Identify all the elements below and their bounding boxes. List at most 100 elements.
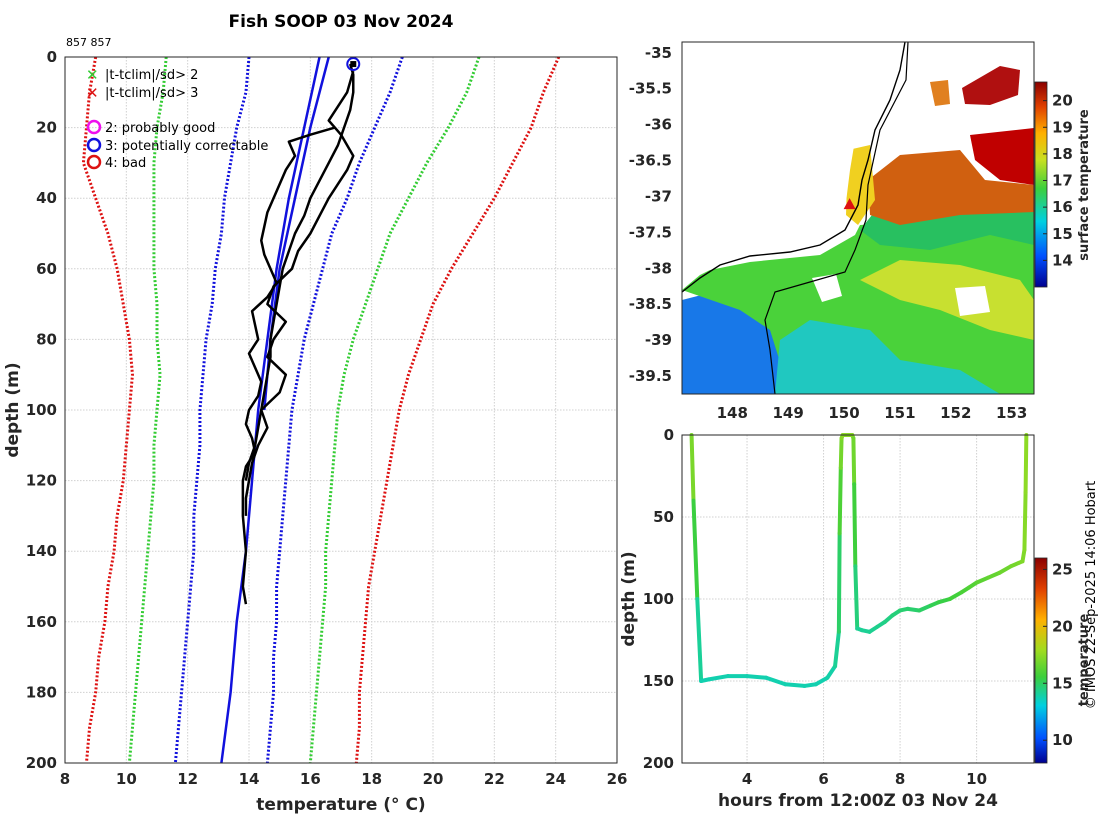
colorbar-tick-label: 20 — [1052, 92, 1073, 110]
profile-y-label: depth (m) — [3, 362, 23, 457]
sst-hot-patch — [962, 66, 1020, 105]
x-tick-label: 26 — [607, 770, 628, 788]
observed-profile-1 — [244, 70, 355, 516]
y-tick-label: 0 — [664, 426, 674, 444]
climatology-line-mean-1sd — [173, 56, 251, 764]
colorbar-tick-label: 10 — [1052, 731, 1073, 749]
y-tick-label: 100 — [643, 590, 674, 608]
legend-item-green-x: ✕ |t-tclim|/sd> 2 — [86, 66, 198, 84]
climatology-line-mean-3sd — [81, 56, 134, 764]
cloud-mask — [880, 42, 1034, 80]
map-lat-tick-label: -35.5 — [629, 80, 672, 98]
observed-profile-2 — [241, 126, 336, 605]
x-tick-label: 20 — [423, 770, 444, 788]
y-tick-label: 150 — [643, 672, 674, 690]
profile-id-label: 857 857 — [66, 36, 112, 49]
sst-map — [682, 42, 1034, 394]
sst-colorbar-ticks: 14 15 16 17 18 19 20 — [1043, 92, 1073, 269]
map-lat-tick-label: -39.5 — [629, 367, 672, 385]
colorbar-tick-label: 15 — [1052, 674, 1073, 692]
colorbar-tick-label: 18 — [1052, 145, 1073, 163]
track-segment — [851, 436, 857, 487]
track-segment — [917, 603, 933, 613]
legend-item-magenta-circle: 2: probably good — [86, 119, 215, 136]
y-tick-label: 140 — [26, 542, 57, 560]
sst-colorbar-label: surface temperature — [1077, 109, 1092, 261]
map-lon-tick-label: 151 — [884, 404, 915, 422]
track-segment — [997, 564, 1014, 575]
legend-label: |t-tclim|/sd> 2 — [105, 68, 198, 83]
map-lon-tick-label: 152 — [940, 404, 971, 422]
blue-circle-icon — [86, 137, 102, 153]
x-tick-label: 10 — [116, 770, 137, 788]
x-tick-label: 22 — [484, 770, 505, 788]
x-tick-label: 24 — [545, 770, 566, 788]
map-tick-labels: 148 149 150 151 152 153 -35 -35.5 -36 -36.5 -37 -37… — [629, 44, 1028, 422]
temperature-colorbar — [1034, 557, 1048, 764]
profile-x-label: temperature (° C) — [256, 795, 425, 815]
depth-time-x-label: hours from 12:00Z 03 Nov 24 — [718, 791, 998, 811]
y-tick-label: 180 — [26, 683, 57, 701]
legend-label: 3: potentially correctable — [105, 139, 268, 154]
depth-time-y-label: depth (m) — [619, 551, 639, 646]
track-segment — [783, 682, 807, 688]
legend-item-blue-circle: 3: potentially correctable — [86, 137, 268, 154]
temperature-colorbar-ticks: 10 15 20 25 — [1043, 560, 1073, 749]
x-tick-label: 10 — [966, 770, 987, 788]
map-lon-tick-label: 153 — [996, 404, 1027, 422]
reference-profile-0 — [220, 56, 321, 764]
track-segment — [1022, 490, 1028, 552]
track-segment — [833, 629, 841, 669]
track-segment — [825, 664, 838, 680]
map-lon-tick-label: 149 — [773, 404, 804, 422]
legend-label: 4: bad — [105, 156, 146, 171]
sst-colorbar — [1034, 81, 1048, 288]
map-lon-tick-label: 150 — [828, 404, 859, 422]
colorbar-tick-label: 16 — [1052, 198, 1073, 216]
track-segment — [689, 433, 696, 503]
coastline — [682, 42, 906, 293]
y-tick-label: 40 — [36, 189, 57, 207]
track-segment — [764, 675, 788, 687]
temperature-colorbar-label: temperature — [1077, 614, 1092, 707]
depth-time-track — [689, 433, 1029, 688]
x-tick-label: 12 — [177, 770, 198, 788]
profile-axes-frame — [64, 56, 618, 764]
x-tick-label: 18 — [361, 770, 382, 788]
land-mask — [682, 42, 862, 290]
profile-start-marker — [350, 61, 357, 68]
flag-marker — [346, 57, 361, 72]
sst-yellow-green-band — [860, 260, 1034, 340]
sst-orange-patch — [930, 80, 950, 106]
track-segment — [947, 590, 964, 601]
track-segment — [706, 674, 730, 682]
track-segment — [974, 575, 991, 585]
colorbar-tick-label: 20 — [1052, 617, 1073, 635]
reference-profile-1 — [263, 56, 330, 411]
map-lat-tick-label: -38.5 — [629, 295, 672, 313]
x-tick-label: 14 — [239, 770, 260, 788]
y-tick-label: 80 — [36, 330, 57, 348]
chart-title: Fish SOOP 03 Nov 2024 — [229, 12, 454, 32]
y-tick-label: 160 — [26, 613, 57, 631]
y-tick-label: 20 — [36, 119, 57, 137]
profile-tick-labels: 8 10 12 14 16 18 20 22 24 26 0 20 40 60 80 100 120 140 160… — [26, 48, 628, 788]
track-segment — [813, 675, 830, 687]
sst-hot-water — [970, 128, 1034, 185]
track-segment — [838, 436, 844, 470]
depth-time-axes-frame — [681, 434, 1035, 764]
deployment-location-marker — [843, 198, 856, 210]
track-segment — [836, 531, 842, 634]
profile-lines — [81, 56, 561, 764]
track-segment — [695, 597, 704, 683]
map-axes-frame — [681, 41, 1035, 395]
profile-grid — [65, 57, 617, 763]
track-segment — [986, 570, 1002, 580]
map-lat-tick-label: -37 — [645, 187, 672, 205]
eez-boundary — [764, 42, 909, 394]
colorbar-tick-label: 14 — [1052, 251, 1073, 269]
red-x-icon: ✕ — [86, 84, 99, 102]
track-segment — [852, 482, 858, 569]
map-lat-tick-label: -36 — [645, 116, 672, 134]
